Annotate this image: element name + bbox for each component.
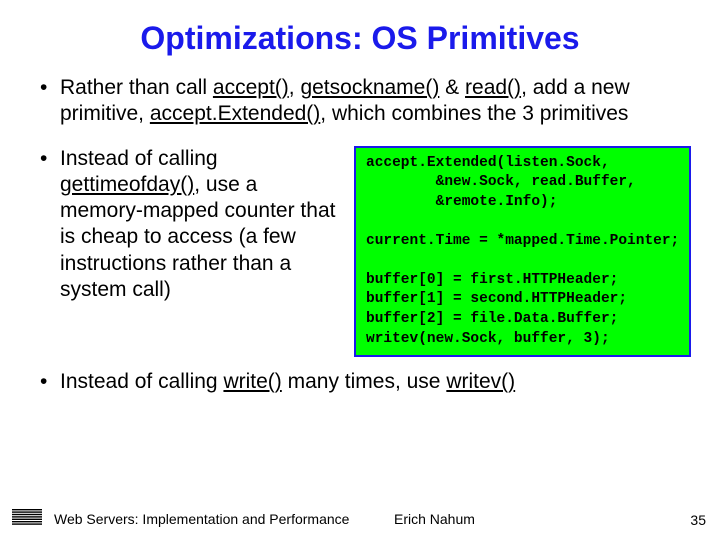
footer-title: Web Servers: Implementation and Performa… [54, 511, 394, 527]
text: & [439, 76, 465, 99]
fn-read: read() [465, 76, 521, 99]
row-bullet-code: Instead of calling gettimeofday(), use a… [60, 146, 690, 358]
footer: Web Servers: Implementation and Performa… [0, 509, 720, 528]
ibm-logo-icon [12, 509, 42, 528]
fn-write: write() [223, 370, 281, 393]
footer-author: Erich Nahum [394, 511, 594, 527]
bullet-2: Instead of calling gettimeofday(), use a… [60, 146, 340, 304]
text: , which combines the 3 primitives [320, 102, 628, 125]
text: many times, use [282, 370, 447, 393]
text: Instead of calling [60, 370, 223, 393]
fn-writev: writev() [446, 370, 515, 393]
bullet-3: Instead of calling write() many times, u… [60, 369, 690, 395]
text: Rather than call [60, 76, 213, 99]
text: Instead of calling [60, 147, 218, 170]
text: , [289, 76, 301, 99]
fn-getsockname: getsockname() [300, 76, 439, 99]
fn-accept-extended: accept.Extended() [150, 102, 320, 125]
code-box: accept.Extended(listen.Sock, &new.Sock, … [354, 146, 691, 358]
page-number: 35 [690, 512, 706, 528]
fn-gettimeofday: gettimeofday() [60, 173, 194, 196]
slide: Optimizations: OS Primitives Rather than… [0, 0, 720, 540]
slide-title: Optimizations: OS Primitives [30, 20, 690, 57]
bullet-1: Rather than call accept(), getsockname()… [60, 75, 690, 128]
fn-accept: accept() [213, 76, 289, 99]
